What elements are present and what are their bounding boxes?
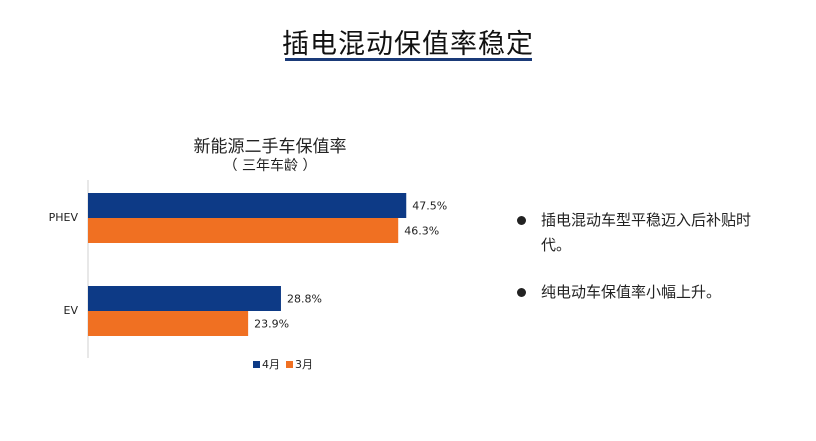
category-label: EV <box>64 304 79 317</box>
category-label: PHEV <box>49 211 79 224</box>
bar-ev-1 <box>88 311 249 336</box>
chart-subtitle: （ 三年车龄 ） <box>223 158 317 174</box>
legend-swatch <box>253 361 260 368</box>
legend-label: 4月 <box>262 358 280 371</box>
bullet-text: 纯电动车保值率小幅上升。 <box>541 283 722 301</box>
bar-ev-0 <box>88 286 281 311</box>
bar-phev-0 <box>88 193 407 218</box>
chart-title: 新能源二手车保值率 <box>193 137 347 157</box>
legend-swatch <box>286 361 293 368</box>
title-underline <box>285 58 532 61</box>
bullet-dot-icon <box>517 288 526 297</box>
bar-phev-1 <box>88 218 399 243</box>
bullet-list: 插电混动车型平稳迈入后补贴时代。 纯电动车保值率小幅上升。 <box>517 208 777 327</box>
data-label: 46.3% <box>404 225 439 238</box>
bullet-item: 纯电动车保值率小幅上升。 <box>517 280 777 305</box>
data-label: 28.8% <box>287 293 322 306</box>
bullet-text: 插电混动车型平稳迈入后补贴时代。 <box>541 211 752 254</box>
legend-label: 3月 <box>295 358 313 371</box>
bullet-item: 插电混动车型平稳迈入后补贴时代。 <box>517 208 777 258</box>
data-label: 23.9% <box>254 318 289 331</box>
data-label: 47.5% <box>412 200 447 213</box>
bullet-dot-icon <box>517 216 526 225</box>
slide-title: 插电混动保值率稳定 <box>282 29 534 60</box>
